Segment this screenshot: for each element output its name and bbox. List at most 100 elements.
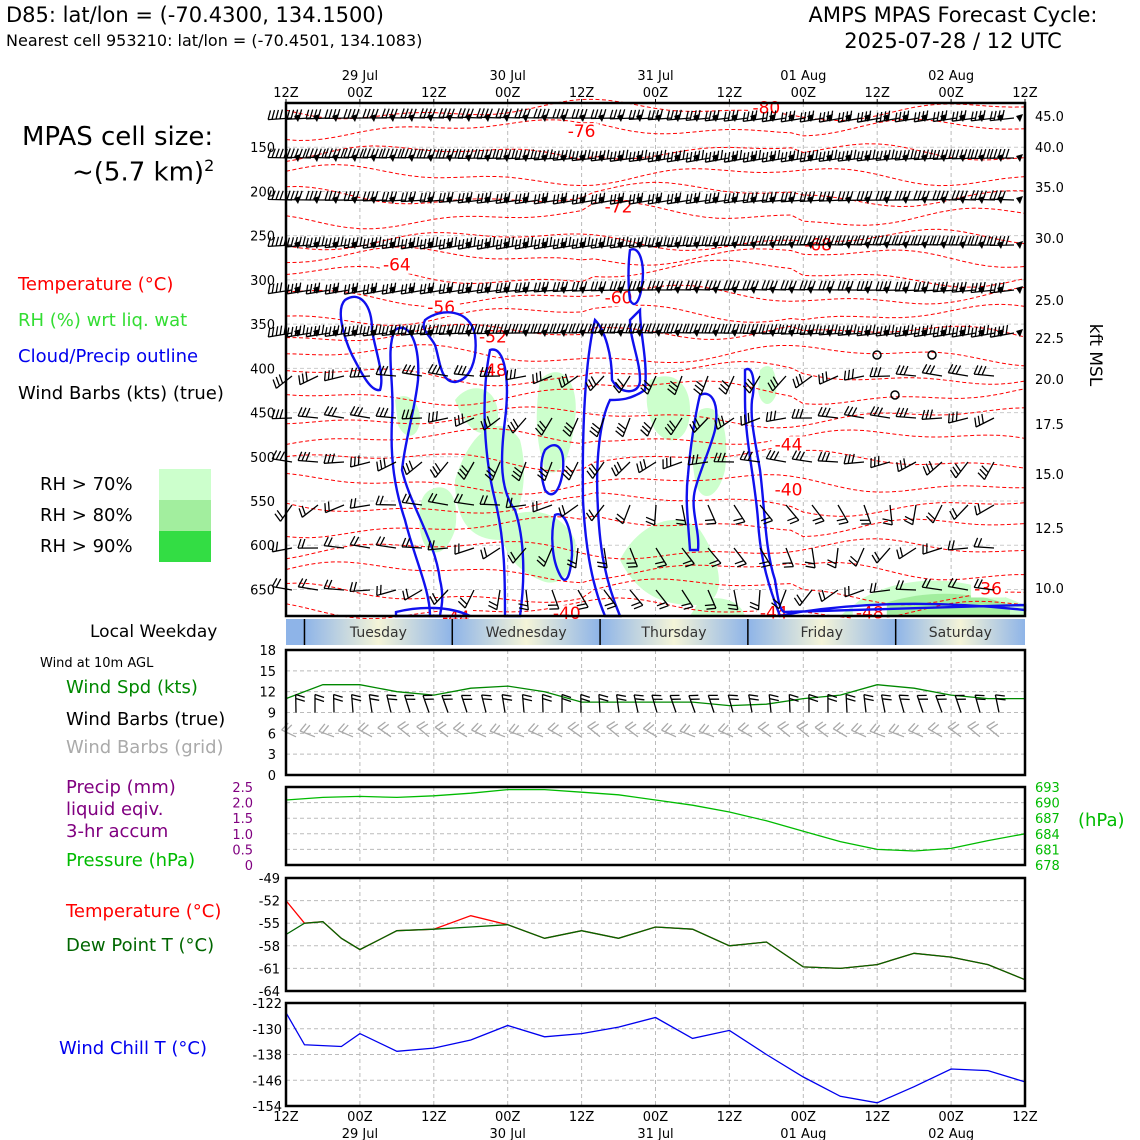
weekday-band — [747, 619, 896, 645]
pressure-tick-label: 650 — [250, 583, 275, 598]
wind-barb — [869, 406, 891, 419]
top-time-label: 00Z — [643, 86, 669, 101]
isotherm-line — [285, 228, 1026, 251]
rh-shading — [395, 396, 420, 436]
chill-ytick-label: -130 — [252, 1023, 282, 1038]
wind-barb — [324, 501, 345, 514]
wind-barb — [707, 547, 722, 568]
pressure-ytick-label: 693 — [1035, 781, 1060, 796]
isotherm-line — [285, 118, 1026, 142]
wind-barb — [580, 693, 591, 713]
wind-barb — [552, 323, 578, 334]
isotherm-line — [285, 259, 1026, 288]
wind-panel-bg — [286, 650, 1025, 775]
wind-barb — [870, 455, 891, 469]
wind-barb — [707, 694, 720, 713]
wind-barb — [687, 454, 709, 466]
wind-barb — [837, 191, 863, 202]
wind-barb — [921, 363, 943, 377]
wind-barb — [343, 191, 369, 202]
main-panel-frame — [284, 101, 1027, 618]
cloud-outline — [551, 513, 574, 581]
wind-barb — [318, 723, 335, 738]
wind-barb — [717, 722, 734, 738]
kft-tick-label: 35.0 — [1035, 181, 1064, 196]
wind-barb — [552, 236, 578, 250]
wind-barb — [429, 589, 449, 606]
wind-barb — [297, 578, 319, 591]
wind-barb — [609, 236, 635, 249]
wind-barb — [742, 110, 768, 123]
wind-barb — [349, 581, 371, 593]
wind-barb — [438, 324, 464, 335]
weekday-band — [600, 619, 748, 645]
top-time-label: 12Z — [1012, 86, 1038, 101]
wind-barb — [628, 192, 654, 205]
rh-shading — [500, 511, 576, 583]
legend-wind-true: Wind Barbs (true) — [66, 709, 226, 730]
wind-barb — [561, 461, 579, 481]
chill-panel-frame — [284, 1001, 1027, 1108]
wind-barb — [973, 578, 995, 591]
wind-barb — [427, 363, 449, 377]
legend-temperature: Temperature (°C) — [18, 274, 174, 295]
wind-barb — [913, 235, 939, 246]
wind-barb — [362, 191, 388, 202]
wind-barb — [571, 149, 597, 162]
isotherm-label-bg — [771, 481, 806, 499]
wind-barb — [286, 109, 312, 120]
wind-barb — [818, 371, 839, 385]
wind-barb — [362, 236, 388, 249]
wind-barb — [768, 693, 779, 713]
wind-barb — [457, 236, 483, 250]
rh90-label: RH > 90% — [40, 536, 133, 557]
wind-barb — [856, 149, 882, 162]
wind-barb — [484, 461, 501, 481]
wind-barb — [343, 148, 369, 159]
wind-ytick-label: 15 — [259, 665, 276, 680]
wind-barb — [533, 281, 559, 293]
wind-barb — [799, 110, 825, 123]
barb-pennant — [1016, 114, 1023, 122]
wind-barb — [845, 693, 856, 713]
wind-barb — [647, 149, 673, 163]
wind-barb — [688, 694, 700, 713]
wind-barb — [727, 589, 739, 611]
wind-barb — [894, 235, 920, 246]
pressure-tick-label: 350 — [250, 318, 275, 333]
wind-barb — [403, 694, 416, 713]
wind-barb — [427, 492, 449, 506]
wind-barb — [932, 190, 958, 201]
cloud-outline — [389, 326, 444, 618]
wind-barb — [723, 280, 749, 291]
wind-barb — [693, 375, 709, 396]
wind-barb — [323, 369, 345, 382]
wind-barb — [537, 461, 553, 482]
pressure-ytick-label: 687 — [1035, 812, 1060, 827]
wind-barb — [480, 694, 493, 713]
weekday-band — [452, 619, 601, 645]
wind-barb — [869, 582, 891, 594]
wind-barb — [875, 149, 901, 162]
wind-barb — [471, 722, 487, 738]
wind-barb — [921, 578, 943, 591]
wind-barb — [704, 589, 717, 610]
wind-barb — [297, 538, 319, 549]
wind-barb — [896, 458, 917, 473]
kft-tick-label: 17.5 — [1035, 418, 1064, 433]
wind-barb — [324, 109, 350, 120]
wind-barb — [489, 723, 506, 738]
wind-barb — [324, 236, 350, 249]
wind-barb — [844, 585, 865, 598]
wind-barb — [704, 280, 730, 291]
precip-ytick-label: 1.0 — [232, 828, 253, 843]
wind-barb — [514, 236, 540, 250]
wind-barb — [704, 109, 730, 122]
wind-barb — [566, 547, 579, 569]
wind-barb — [271, 541, 293, 553]
wind-barb — [323, 453, 345, 464]
wind-barb — [748, 694, 759, 713]
pressure-line — [285, 788, 1026, 852]
wind-barb — [495, 323, 521, 334]
wind-barb — [780, 191, 806, 203]
